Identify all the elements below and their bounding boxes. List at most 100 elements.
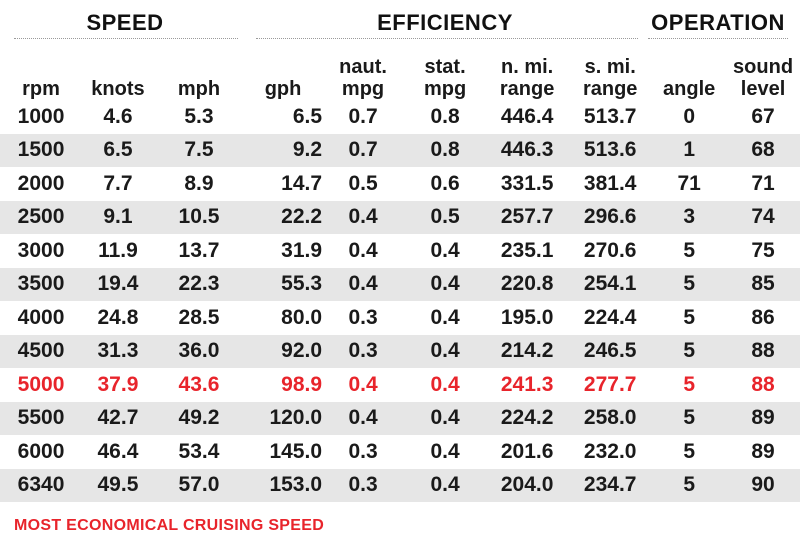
cell-knots: 49.5	[82, 468, 154, 502]
cell-naut-mpg: 0.7	[322, 133, 405, 167]
cell-knots: 42.7	[82, 401, 154, 435]
cell-mph: 7.5	[153, 133, 245, 167]
cell-smi-range: 246.5	[568, 334, 653, 368]
cell-mph: 8.9	[184, 171, 214, 195]
cell-stat-mpg: 0.4	[430, 238, 460, 262]
cell-smi-range: 270.6	[583, 238, 637, 262]
cell-knots: 24.8	[97, 305, 139, 329]
cell-knots: 9.1	[82, 200, 154, 234]
cell-knots: 19.4	[82, 267, 154, 301]
group-title-speed: SPEED	[86, 10, 164, 35]
cell-naut-mpg: 0.7	[348, 104, 378, 128]
table-row: 4000 24.8 28.5 80.0 0.3 0.4 195.0 224.4 …	[0, 301, 800, 335]
cell-knots: 37.9	[97, 372, 139, 396]
cell-mph: 28.5	[178, 305, 220, 329]
cell-rpm: 5500	[0, 401, 83, 435]
cell-knots: 31.3	[82, 334, 154, 368]
cell-nmi-range: 241.3	[500, 372, 554, 396]
group-title-efficiency: EFFICIENCY	[377, 10, 513, 35]
cell-nmi-range: 220.8	[486, 267, 569, 301]
cell-stat-mpg: 0.6	[430, 171, 460, 195]
cell-stat-mpg: 0.5	[404, 200, 487, 234]
cell-smi-range: 296.6	[568, 200, 653, 234]
cell-gph: 145.0	[269, 439, 323, 463]
cell-mph: 36.0	[153, 334, 245, 368]
table-row: 3000 11.9 13.7 31.9 0.4 0.4 235.1 270.6 …	[0, 234, 800, 268]
col-header-naut-mpg: naut. mpg	[339, 56, 387, 100]
cell-nmi-range: 257.7	[486, 200, 569, 234]
cell-naut-mpg: 0.4	[322, 267, 405, 301]
cell-sound-level: 90	[726, 468, 800, 502]
cell-gph: 98.9	[281, 372, 323, 396]
cell-angle: 5	[683, 439, 696, 463]
cell-naut-mpg: 0.5	[348, 171, 378, 195]
col-header-nmi-range: n. mi. range	[499, 56, 555, 100]
performance-table: rpm knots mph gph naut. mpg stat. mpg n. m…	[0, 38, 800, 502]
cell-sound-level: 71	[751, 171, 775, 195]
cell-mph: 57.0	[153, 468, 245, 502]
cell-smi-range: 254.1	[568, 267, 653, 301]
cell-stat-mpg: 0.4	[404, 334, 487, 368]
cell-stat-mpg: 0.4	[404, 401, 487, 435]
cell-gph: 55.3	[244, 267, 323, 301]
table-row: 6000 46.4 53.4 145.0 0.3 0.4 201.6 232.0…	[0, 435, 800, 469]
cell-rpm: 3500	[0, 267, 83, 301]
group-rule-efficiency	[256, 38, 638, 39]
footnote-most-economical: MOST ECONOMICAL CRUISING SPEED	[14, 517, 325, 534]
table-row-highlight: 5000 37.9 43.6 98.9 0.4 0.4 241.3 277.7 …	[0, 368, 800, 402]
cell-angle: 5	[652, 468, 727, 502]
table-row: 5500 42.7 49.2 120.0 0.4 0.4 224.2 258.0…	[0, 401, 800, 435]
cell-mph: 43.6	[178, 372, 220, 396]
cell-knots: 6.5	[82, 133, 154, 167]
cell-nmi-range: 201.6	[500, 439, 554, 463]
cell-angle: 5	[683, 372, 696, 396]
cell-rpm: 2000	[17, 171, 65, 195]
cell-sound-level: 68	[726, 133, 800, 167]
table-row: 2500 9.1 10.5 22.2 0.4 0.5 257.7 296.6 3…	[0, 200, 800, 234]
cell-knots: 11.9	[98, 238, 138, 262]
table-row: 4500 31.3 36.0 92.0 0.3 0.4 214.2 246.5 …	[0, 334, 800, 368]
cell-smi-range: 513.7	[583, 104, 637, 128]
cell-nmi-range: 331.5	[500, 171, 554, 195]
cell-rpm: 1500	[0, 133, 83, 167]
cell-nmi-range: 235.1	[500, 238, 554, 262]
cell-sound-level: 74	[726, 200, 800, 234]
cell-naut-mpg: 0.3	[348, 439, 378, 463]
cell-knots: 4.6	[103, 104, 133, 128]
cell-stat-mpg: 0.8	[430, 104, 460, 128]
cell-gph: 9.2	[244, 133, 323, 167]
cell-gph: 80.0	[281, 305, 323, 329]
cell-smi-range: 224.4	[583, 305, 637, 329]
cell-nmi-range: 446.4	[500, 104, 554, 128]
cell-angle: 5	[683, 238, 696, 262]
cell-gph: 120.0	[244, 401, 323, 435]
cell-angle: 1	[652, 133, 727, 167]
cell-smi-range: 232.0	[583, 439, 637, 463]
cell-angle: 5	[652, 334, 727, 368]
cell-gph: 31.9	[281, 238, 323, 262]
cell-nmi-range: 195.0	[500, 305, 554, 329]
table-row: 1500 6.5 7.5 9.2 0.7 0.8 446.3 513.6 1 6…	[0, 133, 800, 167]
cell-angle: 3	[652, 200, 727, 234]
cell-gph: 153.0	[244, 468, 323, 502]
cell-stat-mpg: 0.4	[404, 267, 487, 301]
cell-rpm: 6340	[0, 468, 83, 502]
cell-mph: 53.4	[178, 439, 220, 463]
cell-smi-range: 381.4	[583, 171, 637, 195]
col-header-rpm: rpm	[22, 78, 60, 100]
cell-sound-level: 86	[751, 305, 775, 329]
col-header-knots: knots	[91, 78, 145, 100]
cell-rpm: 5000	[17, 372, 65, 396]
cell-angle: 5	[652, 401, 727, 435]
cell-angle: 5	[652, 267, 727, 301]
cell-nmi-range: 224.2	[486, 401, 569, 435]
col-header-stat-mpg: stat. mpg	[423, 56, 467, 100]
cell-mph: 10.5	[153, 200, 245, 234]
cell-rpm: 1000	[17, 104, 65, 128]
group-title-operation: OPERATION	[651, 10, 785, 35]
col-header-gph: gph	[264, 78, 302, 100]
cell-stat-mpg: 0.4	[430, 372, 460, 396]
cell-mph: 49.2	[153, 401, 245, 435]
cell-smi-range: 513.6	[568, 133, 653, 167]
col-header-mph: mph	[177, 78, 221, 100]
